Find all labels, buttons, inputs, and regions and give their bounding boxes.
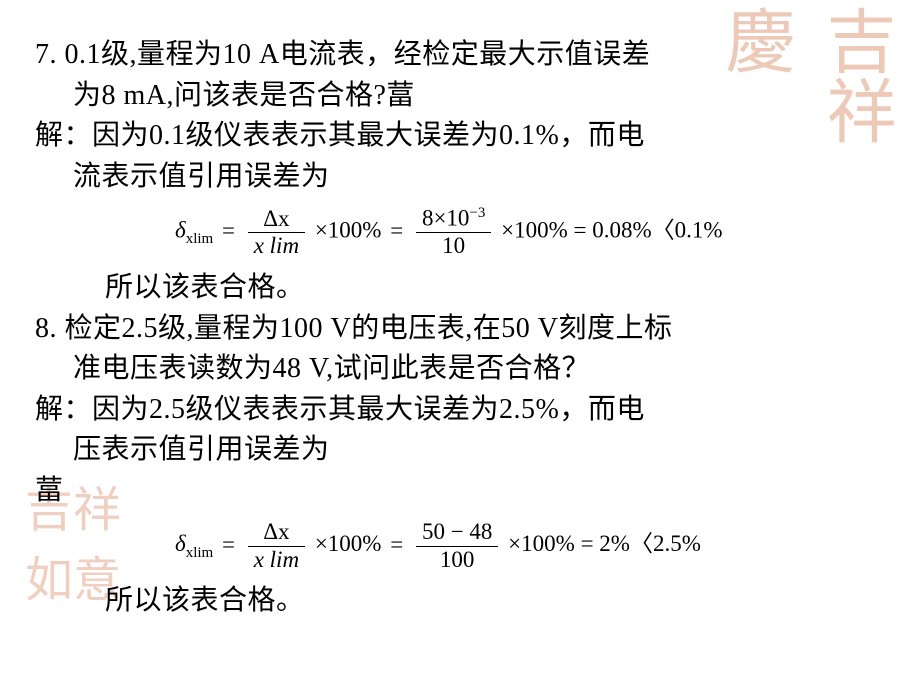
slide-content: 7. 0.1级,量程为10 A电流表，经检定最大示值误差 为8 mA,问该表是否…: [35, 35, 885, 622]
frac-num: 50 − 48: [416, 519, 498, 546]
p8-solution-line1: 解：因为2.5级仪表表示其最大误差为2.5%，而电: [35, 390, 885, 431]
p7-question-line2: 为8 mA,问该表是否合格?葍: [35, 76, 885, 117]
p7-solution-line2: 流表示值引用误差为: [35, 157, 885, 198]
delta-sub: xlim: [186, 232, 214, 248]
frac-den: x lim: [248, 547, 305, 573]
compare-val: 〈2.5%: [630, 532, 701, 557]
p7-solution-line1: 解：因为0.1级仪表表示其最大误差为0.1%，而电: [35, 116, 885, 157]
p8-conclusion: 所以该表合格。: [35, 581, 885, 622]
p8-solution-line2: 压表示值引用误差为: [35, 430, 885, 471]
frac-den: x lim: [248, 233, 305, 259]
delta-sub: xlim: [186, 545, 214, 561]
p8-extra-char: 葍: [35, 471, 885, 512]
frac-num: Δx: [248, 519, 305, 546]
p7-equation: δxlim = Δx x lim ×100% = 8×10−3 10 ×100%…: [35, 205, 885, 260]
num-exp: −3: [469, 205, 485, 221]
p7-conclusion: 所以该表合格。: [35, 268, 885, 309]
mult-100b: ×100%: [508, 532, 575, 557]
p8-equation: δxlim = Δx x lim ×100% = 50 − 48 100 ×10…: [35, 519, 885, 573]
p8-question-line2: 准电压表读数为48 V,试问此表是否合格？: [35, 349, 885, 390]
p8-question-line1: 8. 检定2.5级,量程为100 V的电压表,在50 V刻度上标: [35, 309, 885, 350]
num-base: 8×10: [422, 206, 469, 231]
frac-num: Δx: [248, 206, 305, 233]
frac-den: 10: [416, 233, 491, 259]
mult-100b: ×100%: [501, 218, 568, 243]
result-val: = 0.08%: [574, 218, 652, 243]
frac-num: 8×10−3: [416, 205, 491, 233]
frac-50-48-100: 50 − 48 100: [416, 519, 498, 573]
mult-100: ×100%: [315, 532, 382, 557]
frac-dx-xlim: Δx x lim: [248, 519, 305, 573]
delta-symbol: δ: [175, 218, 186, 243]
result-val: = 2%: [581, 532, 630, 557]
frac-dx-xlim: Δx x lim: [248, 206, 305, 260]
delta-symbol: δ: [175, 532, 186, 557]
frac-den: 100: [416, 547, 498, 573]
compare-val: 〈0.1%: [652, 218, 723, 243]
frac-8e-3-10: 8×10−3 10: [416, 205, 491, 260]
p7-question-line1: 7. 0.1级,量程为10 A电流表，经检定最大示值误差: [35, 35, 885, 76]
mult-100: ×100%: [315, 218, 382, 243]
